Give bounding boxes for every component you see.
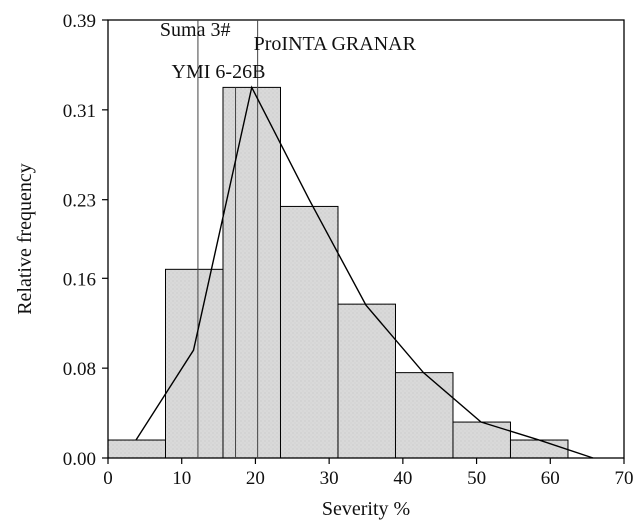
x-tick-label-10: 10 — [172, 468, 191, 489]
histogram-bar-4 — [279, 205, 339, 459]
x-tick-label-30: 30 — [320, 468, 339, 489]
y-tick-label-1: 0.08 — [63, 359, 96, 380]
y-tick-label-5: 0.39 — [63, 11, 96, 32]
marker-label-2: YMI 6-26B — [172, 61, 266, 83]
histogram-bar-5 — [337, 303, 396, 459]
frequency-polygon-line — [135, 85, 594, 459]
y-axis-label: Relative frequency — [14, 163, 36, 315]
x-tick-label-0: 0 — [103, 468, 113, 489]
y-tick-label-2: 0.16 — [63, 269, 96, 290]
y-tick-label-0: 0.00 — [63, 449, 96, 470]
histogram-bar-1 — [107, 439, 166, 459]
histogram-bar-8 — [509, 439, 569, 459]
histogram-bar-7 — [452, 421, 511, 459]
x-tick-label-40: 40 — [393, 468, 412, 489]
plot-frame — [107, 19, 625, 459]
x-tick-label-20: 20 — [246, 468, 265, 489]
y-tick-label-4: 0.31 — [63, 101, 96, 122]
marker-label-3: ProINTA GRANAR — [254, 33, 417, 55]
x-tick-label-50: 50 — [467, 468, 486, 489]
histogram-bar-2 — [164, 268, 224, 459]
x-tick-label-60: 60 — [541, 468, 560, 489]
histogram-bar-6 — [394, 372, 454, 459]
y-tick-label-3: 0.23 — [63, 191, 96, 212]
x-tick-label-70: 70 — [615, 468, 634, 489]
marker-label-1: Suma 3# — [160, 19, 231, 41]
histogram-bar-3 — [222, 86, 281, 459]
x-axis-label: Severity % — [322, 498, 410, 520]
